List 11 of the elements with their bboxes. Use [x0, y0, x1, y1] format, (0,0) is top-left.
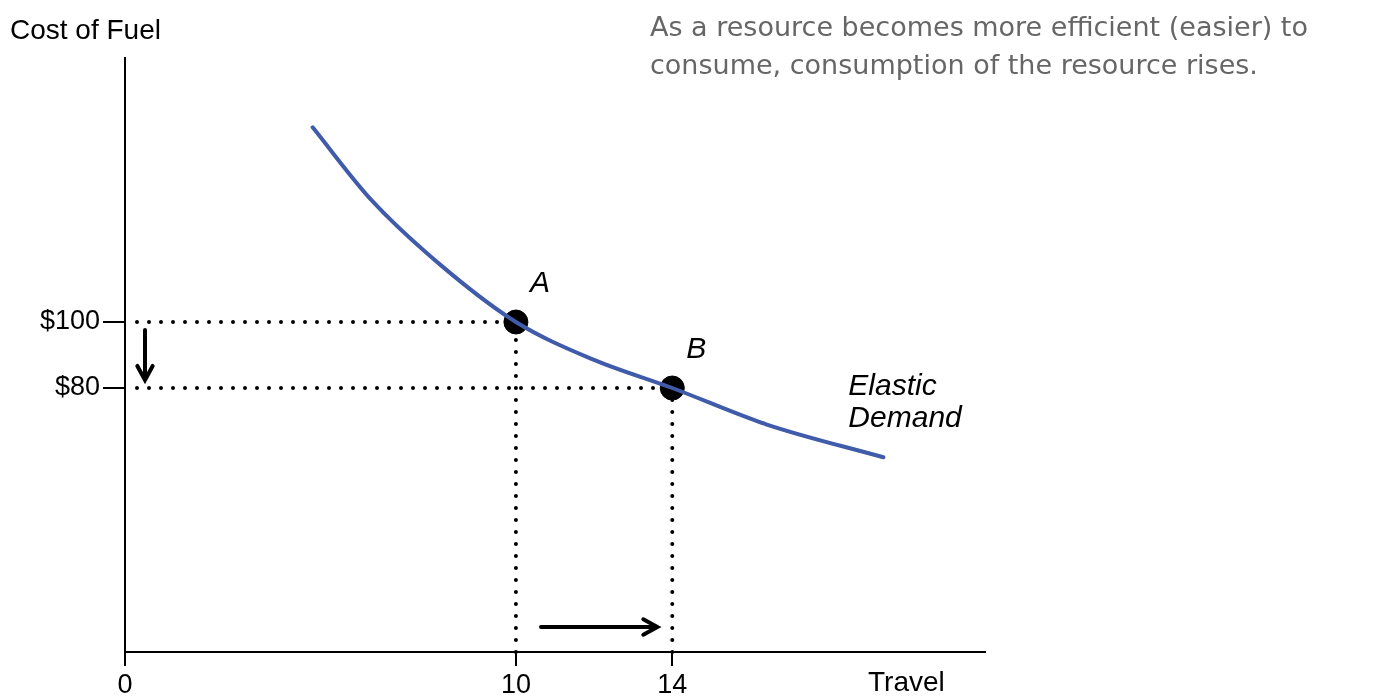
- x-axis-title: Travel: [868, 666, 945, 698]
- annotation: As a resource becomes more efficient (easier) to consume, consumption of the resource rises.: [650, 10, 1309, 82]
- x-tick-label: 0: [117, 668, 133, 699]
- x-tick-label: 10: [500, 668, 531, 699]
- series-label: Elastic Demand: [848, 368, 964, 434]
- y-tick-label: $80: [54, 371, 100, 402]
- annotation: B: [686, 331, 707, 364]
- annotation: A: [527, 265, 550, 298]
- y-tick-label: $100: [39, 305, 100, 336]
- y-axis-title: Cost of Fuel: [10, 14, 161, 46]
- x-tick-label: 14: [657, 668, 688, 699]
